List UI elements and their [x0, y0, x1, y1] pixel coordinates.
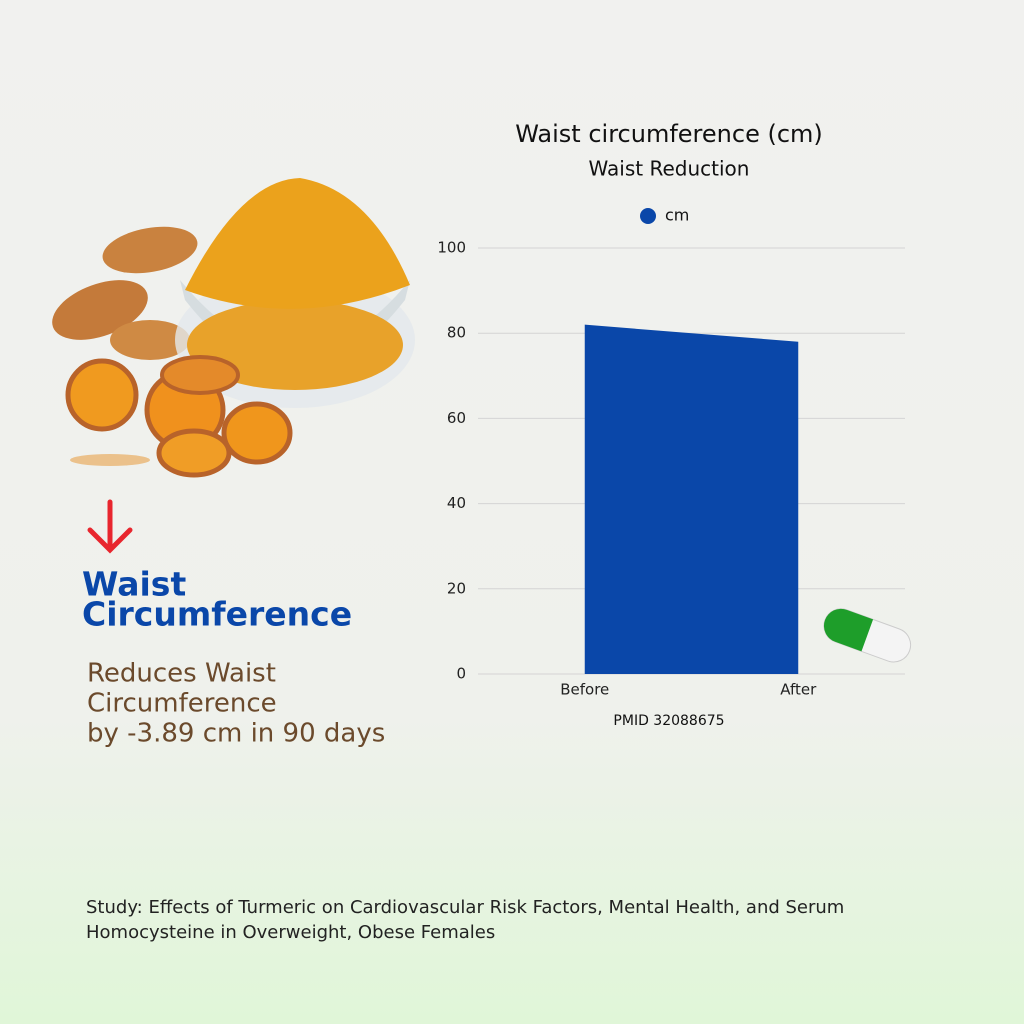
summary: Circumference — [87, 689, 277, 719]
y-tick-label: 40 — [447, 494, 466, 512]
y-tick-label: 100 — [437, 239, 466, 257]
area — [584, 324, 799, 674]
study-citation: Homocysteine in Overweight, Obese Female… — [86, 922, 495, 943]
x-tick-label: Before — [560, 681, 609, 699]
study-citation: Study: Effects of Turmeric on Cardiovasc… — [86, 897, 844, 918]
pill-image — [823, 608, 912, 663]
chart-title: Waist circumference (cm) — [515, 120, 823, 148]
chart-subtitle: Waist Reduction — [589, 157, 750, 181]
legend-swatch — [640, 208, 656, 224]
heading: Circumference — [82, 595, 352, 634]
y-tick-label: 60 — [447, 409, 466, 427]
legend-label: cm — [665, 206, 689, 225]
summary: Reduces Waist — [87, 659, 276, 689]
chart: 0 20 40 60 80 100 Before After cm — [437, 206, 905, 699]
y-tick-label: 0 — [456, 665, 466, 683]
down-arrow — [87, 499, 133, 554]
heading: Waist — [82, 565, 186, 604]
turmeric-image — [52, 178, 415, 478]
y-tick-label: 80 — [447, 324, 466, 342]
y-tick-label: 20 — [447, 579, 466, 597]
x-tick-label: After — [780, 681, 817, 699]
summary: by -3.89 cm in 90 days — [87, 719, 385, 749]
source-note: PMID 32088675 — [613, 713, 724, 729]
